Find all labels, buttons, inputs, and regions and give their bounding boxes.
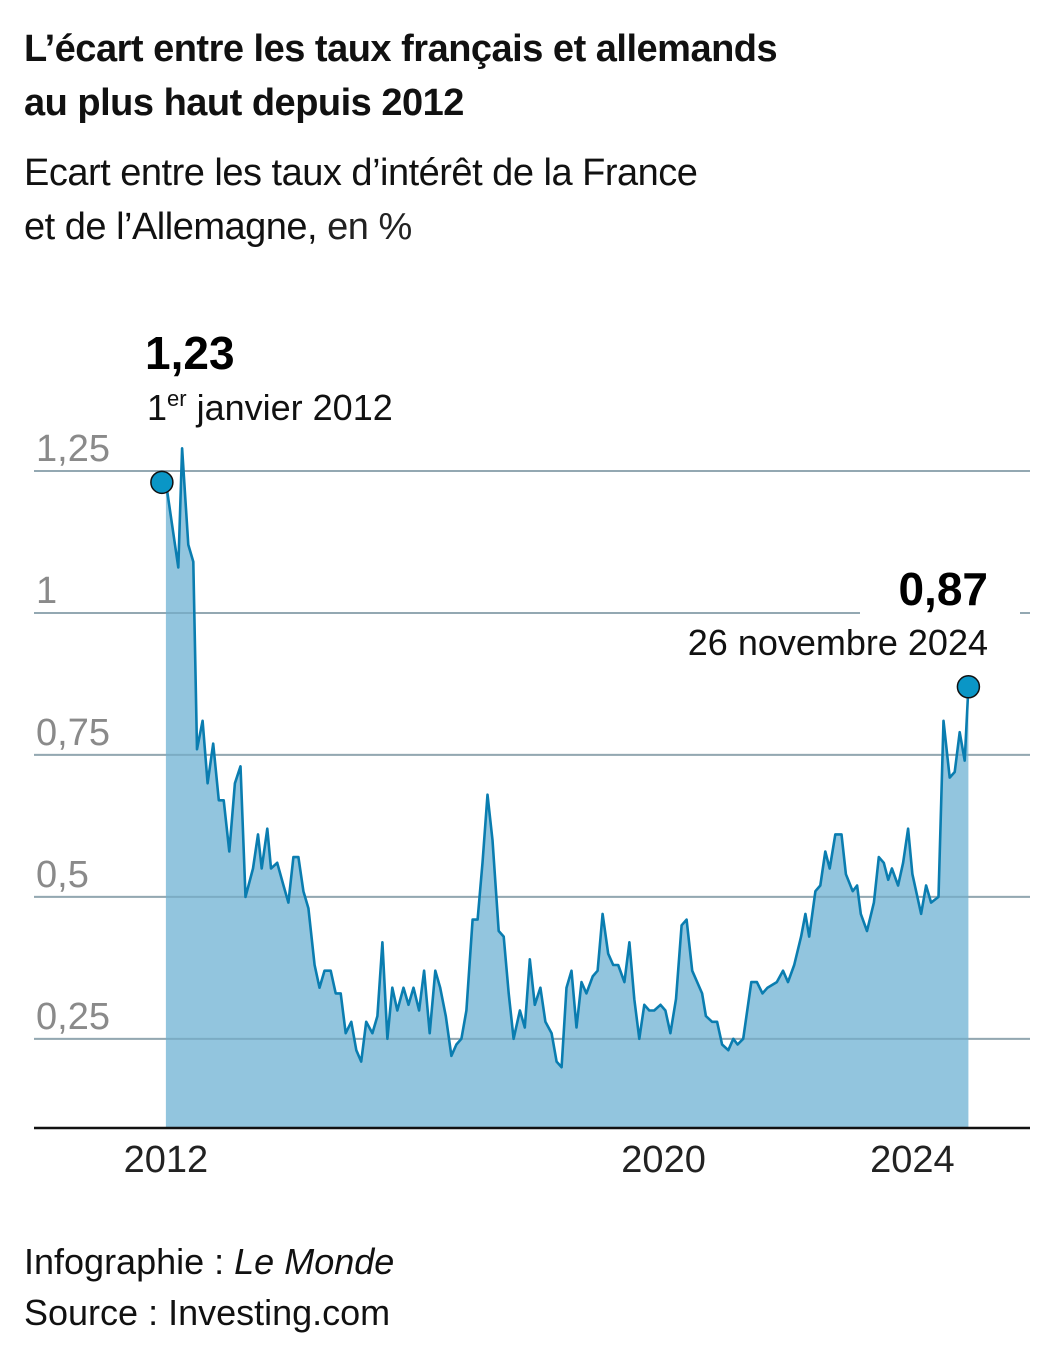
source-text: Source : Investing.com xyxy=(24,1292,391,1333)
y-tick-label: 1 xyxy=(36,570,57,612)
y-tick-label: 0,25 xyxy=(36,996,110,1038)
series-line xyxy=(164,447,970,1069)
y-tick-label: 1,25 xyxy=(36,428,110,470)
chart-title: L’écart entre les taux français et allem… xyxy=(24,22,1024,130)
x-tick-label: 2012 xyxy=(124,1139,209,1181)
annotation-value-end: 0,87 xyxy=(898,563,988,615)
subtitle-line-2: et de l’Allemagne, xyxy=(24,206,318,248)
title-line-2: au plus haut depuis 2012 xyxy=(24,82,464,124)
x-tick-label: 2020 xyxy=(621,1139,706,1181)
y-tick-label: 0,75 xyxy=(36,712,110,754)
credit-name: Le Monde xyxy=(234,1241,395,1282)
title-line-1: L’écart entre les taux français et allem… xyxy=(24,28,778,70)
chart-footer: Infographie : Le Monde Source : Investin… xyxy=(24,1236,394,1338)
annotation-background xyxy=(860,565,1020,655)
credit-label: Infographie : xyxy=(24,1241,235,1282)
data-point-marker xyxy=(150,470,174,495)
annotation-date-start: 1er janvier 2012 xyxy=(147,386,393,428)
subtitle-line-1: Ecart entre les taux d’intérêt de la Fra… xyxy=(24,152,698,194)
data-point-marker xyxy=(956,675,981,699)
annotation-value-start: 1,23 xyxy=(145,327,235,379)
x-tick-label: 2024 xyxy=(870,1139,955,1181)
area-fill xyxy=(165,448,969,1128)
annotation-date-end: 26 novembre 2024 xyxy=(688,622,988,663)
y-tick-label: 0,5 xyxy=(36,854,89,896)
subtitle-unit: en % xyxy=(317,206,412,248)
chart-subtitle: Ecart entre les taux d’intérêt de la Fra… xyxy=(24,146,1024,254)
